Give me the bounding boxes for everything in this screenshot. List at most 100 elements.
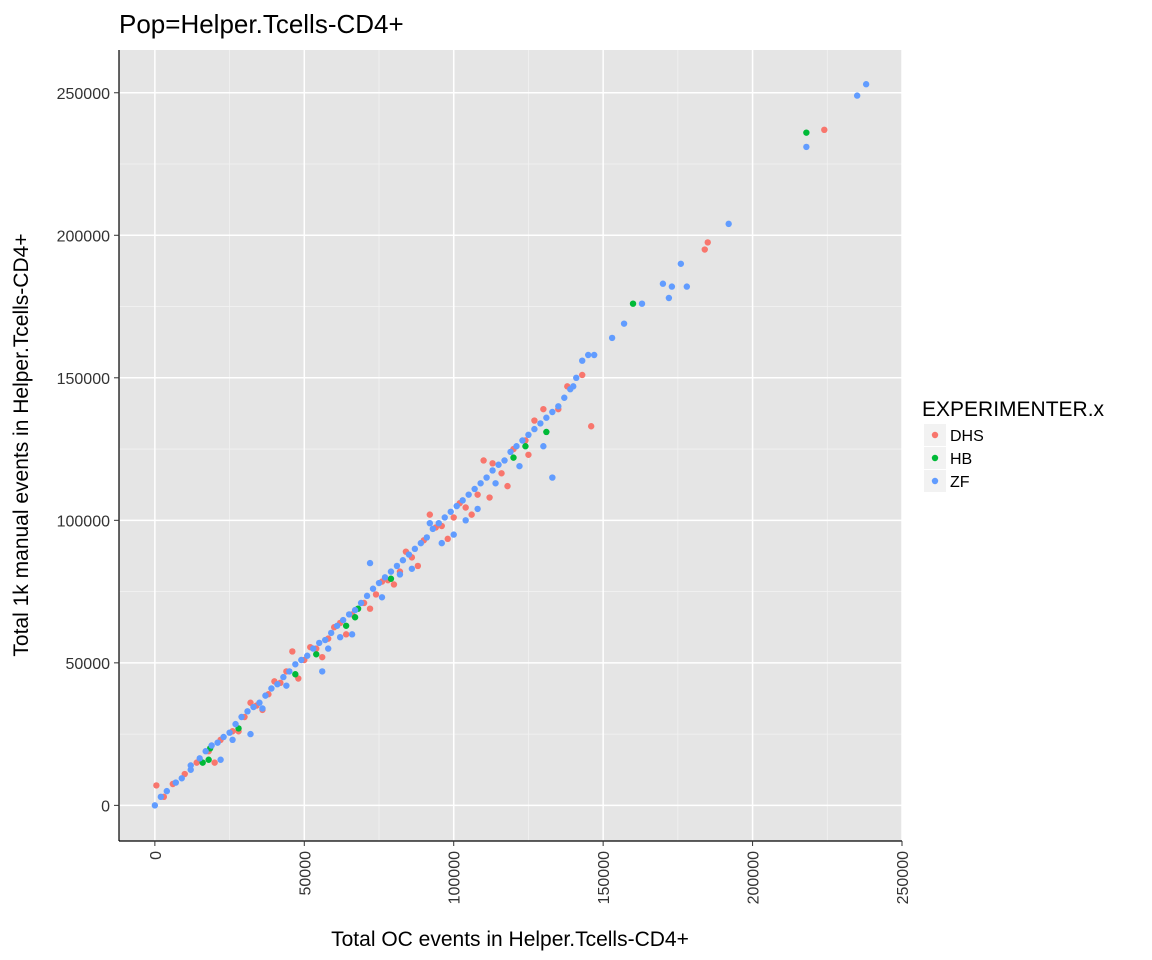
data-point-dhs: [211, 759, 218, 766]
data-point-zf: [862, 81, 870, 88]
legend-marker-zf: [931, 477, 939, 485]
data-point-dhs: [489, 460, 496, 467]
data-point-dhs: [444, 535, 451, 543]
data-point-zf: [369, 585, 377, 592]
legend-marker-hb: [931, 454, 939, 462]
data-point-zf: [298, 656, 305, 664]
data-point-dhs: [426, 511, 434, 518]
x-axis-ticks: 0 50000 100000 150000 200000 250000: [148, 841, 912, 904]
data-point-dhs: [579, 371, 586, 379]
data-point-hb: [292, 671, 299, 678]
data-point-zf: [531, 425, 538, 433]
data-point-hb: [387, 575, 395, 582]
data-point-zf: [378, 594, 386, 601]
data-point-zf: [507, 448, 514, 456]
data-point-zf: [292, 661, 299, 668]
data-point-zf: [492, 480, 499, 487]
data-point-zf: [157, 793, 165, 801]
data-point-zf: [438, 539, 445, 547]
data-point-hb: [342, 622, 350, 629]
data-point-dhs: [468, 511, 475, 518]
data-point-dhs: [701, 246, 708, 253]
data-point-zf: [561, 394, 568, 401]
data-point-dhs: [319, 653, 326, 661]
data-point-zf: [516, 462, 523, 470]
data-point-zf: [477, 480, 484, 487]
data-point-zf: [519, 437, 526, 444]
data-point-dhs: [480, 457, 487, 464]
data-point-zf: [803, 143, 810, 151]
data-point-dhs: [504, 482, 511, 490]
data-point-zf: [853, 92, 861, 99]
data-point-zf: [375, 579, 383, 587]
data-point-zf: [585, 351, 592, 359]
data-point-zf: [399, 557, 407, 564]
data-point-dhs: [704, 239, 711, 246]
data-point-zf: [220, 733, 227, 741]
data-point-zf: [327, 629, 335, 637]
data-point-zf: [280, 673, 287, 681]
major-gridlines: [119, 50, 903, 841]
legend-label-dhs: DHS: [950, 428, 984, 445]
data-point-zf: [429, 525, 436, 533]
data-point-dhs: [587, 423, 595, 430]
data-point-zf: [525, 431, 532, 439]
data-point-zf: [483, 474, 490, 481]
data-point-zf: [244, 708, 251, 715]
legend-title: EXPERIMENTER.x: [922, 398, 1105, 421]
data-point-zf: [348, 631, 356, 638]
data-point-zf: [163, 787, 171, 795]
data-point-zf: [238, 713, 245, 721]
x-axis-title: Total OC events in Helper.Tcells-CD4+: [331, 928, 689, 951]
data-point-zf: [426, 519, 434, 527]
data-point-zf: [286, 668, 293, 675]
x-tick-label: 0: [148, 851, 165, 860]
data-point-zf: [608, 334, 616, 342]
data-point-zf: [408, 565, 416, 572]
data-point-hb: [205, 756, 212, 763]
data-point-zf: [668, 283, 676, 290]
data-point-dhs: [289, 648, 296, 655]
data-point-zf: [202, 748, 209, 755]
data-point-zf: [256, 699, 263, 706]
data-point-zf: [172, 779, 179, 786]
data-point-zf: [262, 692, 269, 699]
data-point-zf: [351, 606, 359, 614]
chart-title: Pop=Helper.Tcells-CD4+: [119, 9, 404, 39]
data-point-zf: [570, 383, 577, 390]
data-point-zf: [411, 545, 419, 553]
data-point-zf: [620, 320, 628, 327]
data-point-dhs: [540, 405, 547, 413]
data-point-zf: [423, 534, 431, 541]
data-point-hb: [543, 428, 550, 436]
data-point-zf: [381, 574, 389, 581]
data-point-zf: [247, 730, 254, 738]
y-tick-label: 250000: [57, 86, 110, 103]
data-point-zf: [363, 592, 371, 600]
data-point-zf: [345, 611, 353, 618]
data-point-zf: [310, 645, 317, 652]
data-point-hb: [510, 454, 517, 461]
data-point-zf: [268, 685, 275, 692]
x-tick-label: 150000: [596, 851, 613, 904]
data-point-zf: [208, 742, 215, 749]
data-point-zf: [573, 374, 580, 382]
y-tick-label: 50000: [66, 656, 111, 673]
data-point-zf: [465, 491, 472, 498]
y-axis-title: Total 1k manual events in Helper.Tcells-…: [10, 233, 33, 656]
data-point-zf: [178, 775, 185, 782]
y-tick-label: 100000: [57, 513, 110, 530]
data-point-zf: [489, 467, 496, 474]
data-point-zf: [513, 443, 520, 450]
data-point-zf: [555, 403, 562, 410]
data-point-zf: [537, 420, 544, 427]
data-point-dhs: [342, 631, 350, 638]
data-point-dhs: [486, 494, 493, 501]
data-point-hb: [313, 651, 320, 658]
data-point-zf: [474, 505, 481, 513]
data-point-zf: [579, 357, 586, 364]
y-tick-label: 200000: [57, 228, 110, 245]
data-point-zf: [259, 705, 266, 712]
x-tick-label: 200000: [746, 851, 763, 904]
